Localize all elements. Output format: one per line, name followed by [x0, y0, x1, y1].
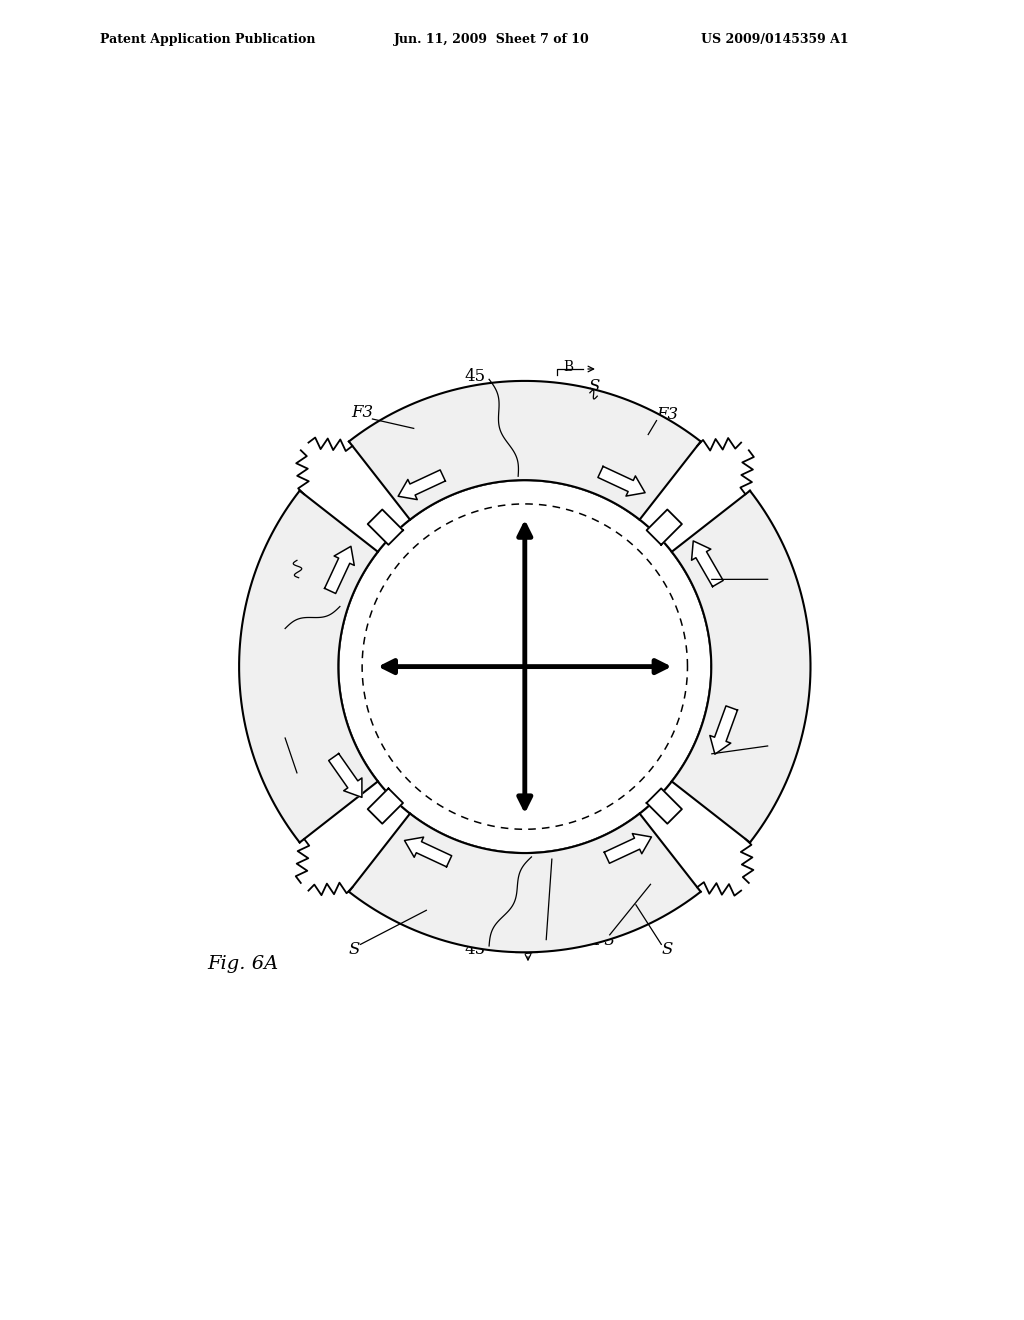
Text: F1: F1	[261, 623, 284, 639]
Text: S: S	[662, 941, 674, 958]
Text: S: S	[588, 378, 599, 395]
Polygon shape	[329, 754, 361, 797]
Text: S: S	[348, 941, 359, 958]
Text: Fig. 6A: Fig. 6A	[208, 956, 279, 973]
Polygon shape	[325, 546, 354, 594]
Polygon shape	[368, 510, 403, 545]
Text: Jun. 11, 2009  Sheet 7 of 10: Jun. 11, 2009 Sheet 7 of 10	[394, 33, 590, 46]
Polygon shape	[672, 491, 810, 842]
Text: B: B	[563, 360, 573, 375]
Polygon shape	[240, 491, 378, 842]
Text: 43: 43	[274, 562, 296, 579]
Text: R1: R1	[767, 565, 791, 581]
Text: US 2009/0145359 A1: US 2009/0145359 A1	[701, 33, 849, 46]
Text: F3: F3	[593, 932, 615, 949]
Text: B: B	[523, 942, 534, 957]
Text: Patent Application Publication: Patent Application Publication	[100, 33, 315, 46]
Polygon shape	[646, 510, 682, 545]
Polygon shape	[404, 837, 452, 867]
Text: F3: F3	[261, 735, 284, 752]
Polygon shape	[349, 813, 700, 952]
Polygon shape	[710, 706, 737, 754]
Text: 45: 45	[464, 368, 485, 385]
Polygon shape	[398, 470, 445, 499]
Polygon shape	[349, 381, 700, 520]
Text: F3: F3	[351, 404, 373, 421]
Polygon shape	[604, 834, 651, 863]
Polygon shape	[691, 541, 723, 586]
Polygon shape	[598, 466, 645, 496]
Text: F1: F1	[542, 937, 563, 954]
Polygon shape	[646, 788, 682, 824]
Text: R2: R2	[767, 743, 791, 760]
Polygon shape	[368, 788, 403, 824]
Text: 45: 45	[464, 941, 485, 958]
Text: F3: F3	[656, 405, 679, 422]
